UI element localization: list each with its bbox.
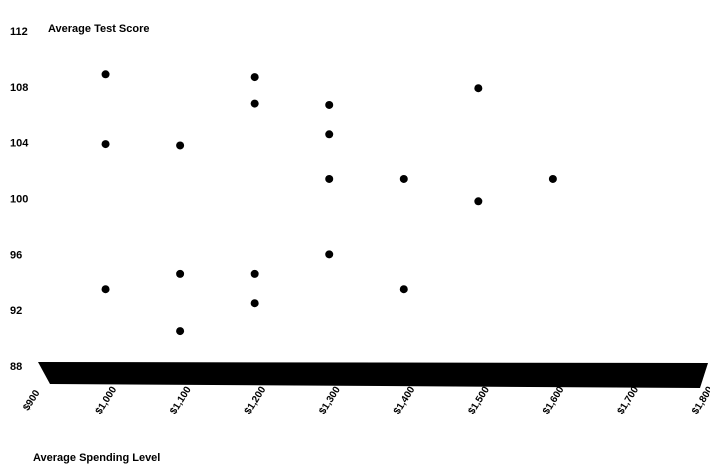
x-tick-label: $1,600: [541, 384, 567, 416]
data-point: [548, 174, 557, 183]
y-axis-title: Average Test Score: [48, 23, 150, 35]
x-tick-label: $900: [21, 388, 42, 413]
data-point: [399, 174, 408, 183]
x-axis-title: Average Spending Level: [33, 452, 160, 464]
x-tick-labels: $900 $1,000 $1,100 $1,200 $1,300 $1,400 $1,500…: [21, 384, 710, 416]
data-points: [101, 70, 557, 336]
data-point: [474, 197, 483, 206]
x-tick-label: $1,200: [243, 384, 269, 416]
data-point: [250, 73, 259, 82]
x-tick-label: $1,300: [317, 384, 343, 416]
data-point: [176, 327, 185, 336]
data-point: [250, 299, 259, 308]
y-tick-label: 88: [10, 361, 22, 373]
y-tick-label: 100: [10, 194, 28, 206]
data-point: [474, 84, 483, 93]
x-tick-label: $1,700: [616, 384, 642, 416]
y-tick-labels: 88 92 96 100 104 108 112: [10, 26, 29, 373]
data-point: [101, 70, 110, 79]
data-point: [176, 269, 185, 278]
data-point: [101, 285, 110, 294]
data-point: [325, 100, 334, 109]
y-tick-label: 104: [10, 138, 29, 150]
x-tick-label: $1,800: [690, 384, 710, 416]
data-point: [325, 174, 334, 183]
data-point: [101, 140, 110, 149]
x-tick-label: $1,100: [168, 384, 194, 416]
y-tick-label: 92: [10, 305, 22, 317]
x-tick-label: $1,400: [392, 384, 418, 416]
data-point: [325, 250, 334, 259]
y-tick-label: 108: [10, 82, 28, 94]
x-axis-band: [38, 362, 708, 388]
data-point: [325, 130, 334, 139]
y-tick-label: 96: [10, 249, 22, 261]
data-point: [176, 141, 185, 150]
x-tick-label: $1,000: [94, 384, 120, 416]
y-tick-label: 112: [10, 26, 28, 38]
x-tick-label: $1,500: [466, 384, 492, 416]
data-point: [250, 99, 259, 108]
data-point: [399, 285, 408, 294]
data-point: [250, 269, 259, 278]
